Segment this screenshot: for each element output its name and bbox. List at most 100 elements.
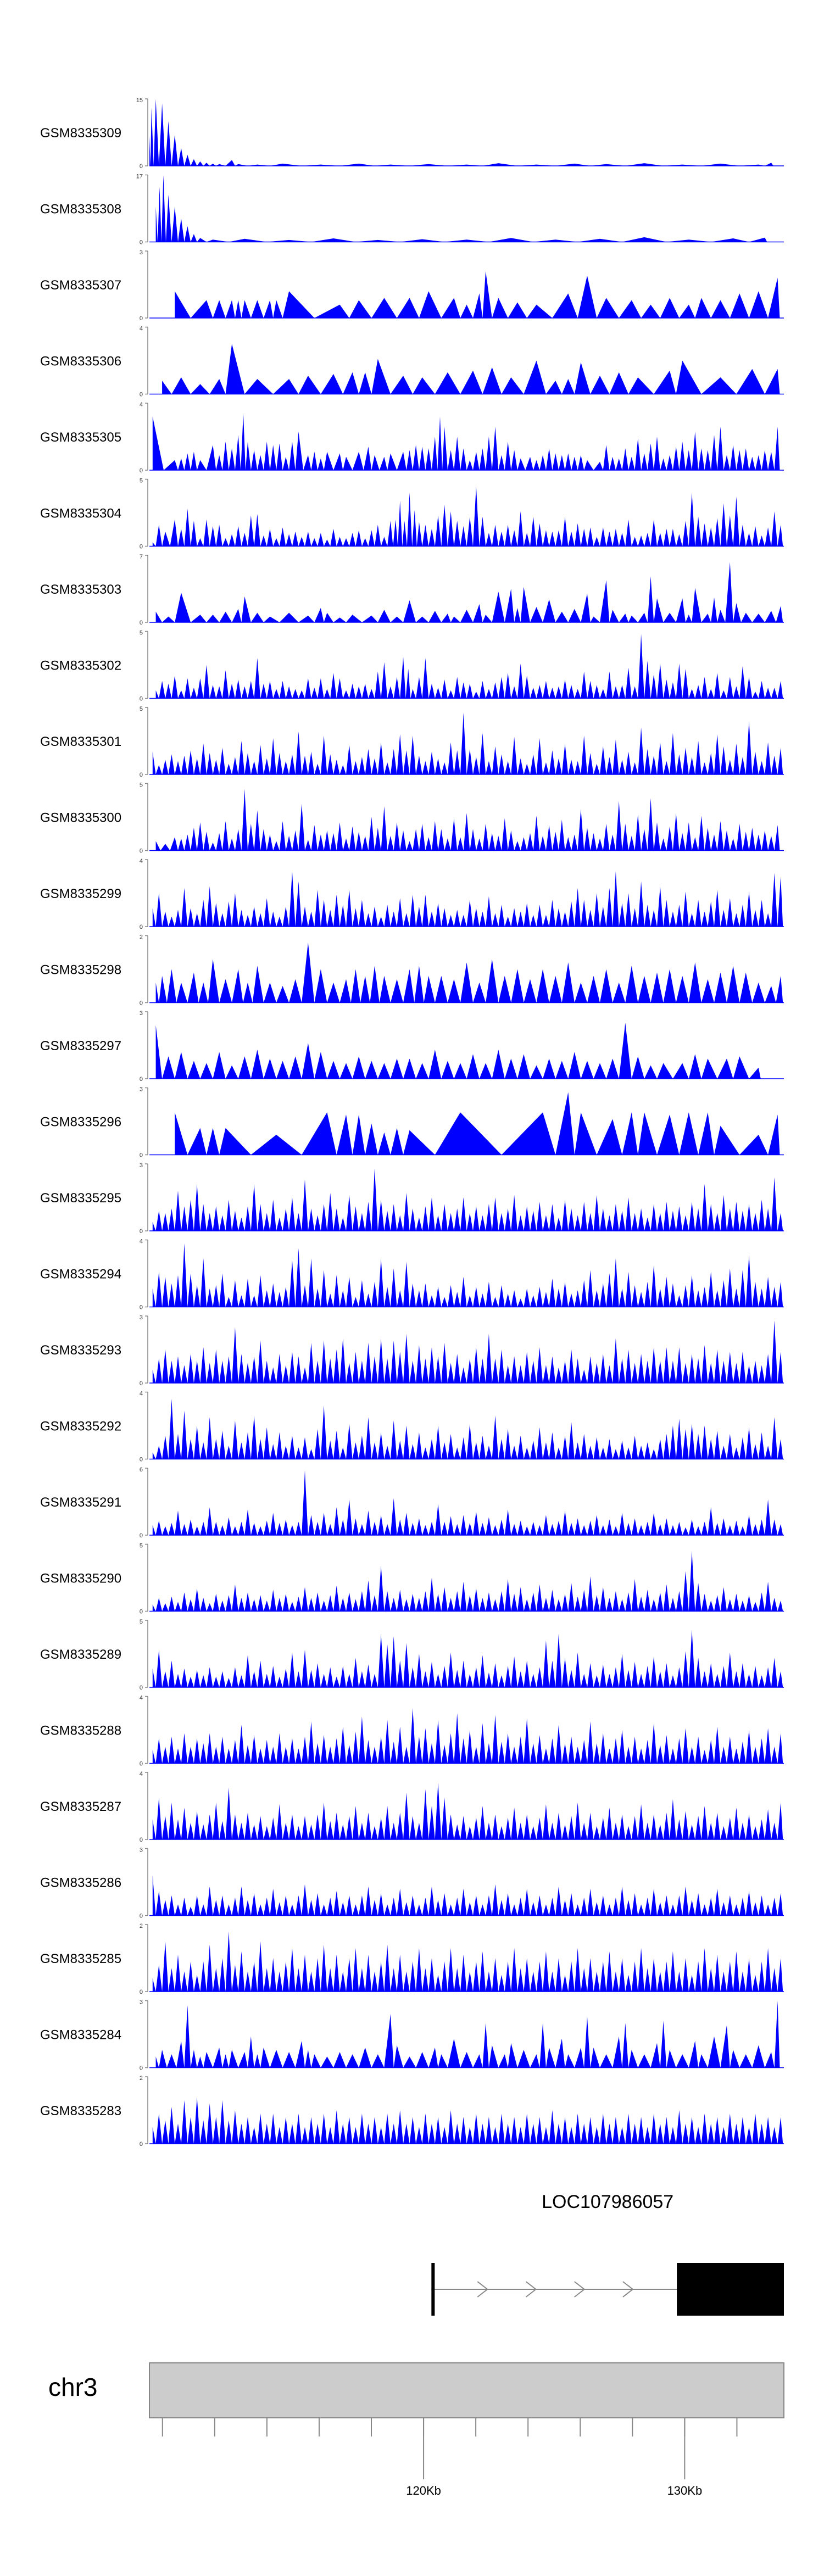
- track-label: GSM8335287: [40, 1799, 121, 1814]
- track-label: GSM8335295: [40, 1191, 121, 1206]
- coverage-area: [149, 99, 773, 166]
- track-label: GSM8335305: [40, 430, 121, 445]
- y-min-tick-label: 0: [140, 1532, 143, 1539]
- y-max-tick-label: 2: [140, 1923, 143, 1930]
- axis-tick-label: 120Kb: [406, 2484, 441, 2497]
- track-label: GSM8335285: [40, 1951, 121, 1966]
- y-min-tick-label: 0: [140, 1685, 143, 1691]
- strand-arrow-icon: [525, 2281, 537, 2298]
- y-min-tick-label: 0: [140, 1913, 143, 1920]
- y-max-tick-label: 4: [140, 1771, 143, 1777]
- track-label: GSM8335306: [40, 354, 121, 369]
- y-max-tick-label: 5: [140, 630, 143, 637]
- coverage-area: [152, 1782, 783, 1839]
- y-max-tick-label: 5: [140, 478, 143, 484]
- y-min-tick-label: 0: [140, 1380, 143, 1387]
- y-min-tick-label: 0: [140, 392, 143, 398]
- coverage-tracks: GSM8335309150GSM8335308170GSM833530730GS…: [40, 97, 784, 2148]
- coverage-area: [152, 1168, 783, 1231]
- coverage-track: GSM8335285 2 0: [40, 1923, 784, 1995]
- y-max-tick-label: 3: [140, 1010, 143, 1017]
- coverage-area: [175, 1092, 780, 1155]
- y-min-tick-label: 0: [140, 1228, 143, 1235]
- coverage-area: [152, 1320, 783, 1383]
- track-label: GSM8335304: [40, 506, 121, 521]
- y-max-tick-label: 4: [140, 858, 143, 865]
- track-label: GSM8335288: [40, 1724, 121, 1738]
- y-max-tick-label: 2: [140, 2075, 143, 2082]
- y-max-tick-label: 3: [140, 1847, 143, 1854]
- coverage-area: [155, 1023, 761, 1079]
- y-min-tick-label: 0: [140, 1304, 143, 1311]
- track-label: GSM8335300: [40, 811, 121, 826]
- chromosome-axis-track: chr3 120Kb 130Kb: [48, 2362, 784, 2497]
- coverage-area: [155, 634, 783, 699]
- coverage-track: GSM8335292 4 0: [40, 1391, 784, 1463]
- coverage-track: GSM8335298 2 0: [40, 934, 784, 1007]
- track-label: GSM8335289: [40, 1647, 121, 1662]
- exon-block: [677, 2263, 784, 2316]
- y-min-tick-label: 0: [140, 772, 143, 778]
- track-label: GSM8335290: [40, 1571, 121, 1586]
- coverage-area: [175, 271, 780, 318]
- y-min-tick-label: 0: [140, 924, 143, 930]
- y-min-tick-label: 0: [140, 467, 143, 474]
- track-label: GSM8335294: [40, 1267, 121, 1282]
- coverage-area: [152, 871, 783, 927]
- y-max-tick-label: 5: [140, 782, 143, 789]
- coverage-track: GSM8335299 4 0: [40, 858, 784, 930]
- y-max-tick-label: 3: [140, 249, 143, 256]
- strand-arrow-icon: [574, 2281, 586, 2298]
- coverage-track: GSM8335305 4 0: [40, 402, 784, 474]
- y-max-tick-label: 3: [140, 1314, 143, 1321]
- y-min-tick-label: 0: [140, 544, 143, 550]
- track-label: GSM8335283: [40, 2104, 121, 2118]
- coverage-area: [152, 2097, 783, 2144]
- strand-arrow-icon: [622, 2281, 634, 2298]
- y-max-tick-label: 15: [136, 97, 143, 104]
- y-max-tick-label: 5: [140, 706, 143, 712]
- y-max-tick-label: 4: [140, 1695, 143, 1702]
- track-label: GSM8335284: [40, 2028, 121, 2043]
- y-min-tick-label: 0: [140, 163, 143, 170]
- coverage-area: [155, 942, 783, 1003]
- y-max-tick-label: 3: [140, 1086, 143, 1093]
- track-label: GSM8335301: [40, 734, 121, 749]
- track-label: GSM8335298: [40, 963, 121, 978]
- y-max-tick-label: 4: [140, 1391, 143, 1397]
- track-label: GSM8335299: [40, 886, 121, 901]
- y-max-tick-label: 4: [140, 1239, 143, 1245]
- coverage-track: GSM8335303 7 0: [40, 554, 784, 626]
- track-label: GSM8335308: [40, 202, 121, 217]
- y-min-tick-label: 0: [140, 1000, 143, 1007]
- y-min-tick-label: 0: [140, 1609, 143, 1615]
- coverage-area: [155, 562, 783, 622]
- y-max-tick-label: 5: [140, 1619, 143, 1625]
- coverage-track: GSM8335307 3 0: [40, 249, 784, 322]
- coverage-track: GSM8335293 3 0: [40, 1314, 784, 1387]
- coverage-area: [152, 1708, 783, 1764]
- y-min-tick-label: 0: [140, 1761, 143, 1767]
- y-min-tick-label: 0: [140, 239, 143, 246]
- y-max-tick-label: 2: [140, 934, 143, 941]
- coverage-area: [152, 1398, 783, 1459]
- coverage-track: GSM8335304 5 0: [40, 478, 784, 550]
- coverage-track: GSM8335290 5 0: [40, 1543, 784, 1615]
- y-min-tick-label: 0: [140, 1457, 143, 1463]
- y-max-tick-label: 6: [140, 1467, 143, 1473]
- y-min-tick-label: 0: [140, 2065, 143, 2072]
- y-max-tick-label: 7: [140, 554, 143, 560]
- coverage-track: GSM8335308 17 0: [40, 174, 784, 246]
- coverage-area: [155, 789, 780, 851]
- track-label: GSM8335296: [40, 1115, 121, 1130]
- coverage-track: GSM8335297 3 0: [40, 1010, 784, 1083]
- coverage-track: GSM8335300 5 0: [40, 782, 784, 855]
- coverage-track: GSM8335306 4 0: [40, 326, 784, 398]
- coverage-track: GSM8335302 5 0: [40, 630, 784, 702]
- coverage-track: GSM8335283 2 0: [40, 2075, 784, 2148]
- exon-block: [431, 2263, 435, 2316]
- strand-arrow-icon: [477, 2281, 488, 2298]
- coverage-track: GSM8335294 4 0: [40, 1239, 784, 1311]
- chromosome-label: chr3: [48, 2373, 97, 2401]
